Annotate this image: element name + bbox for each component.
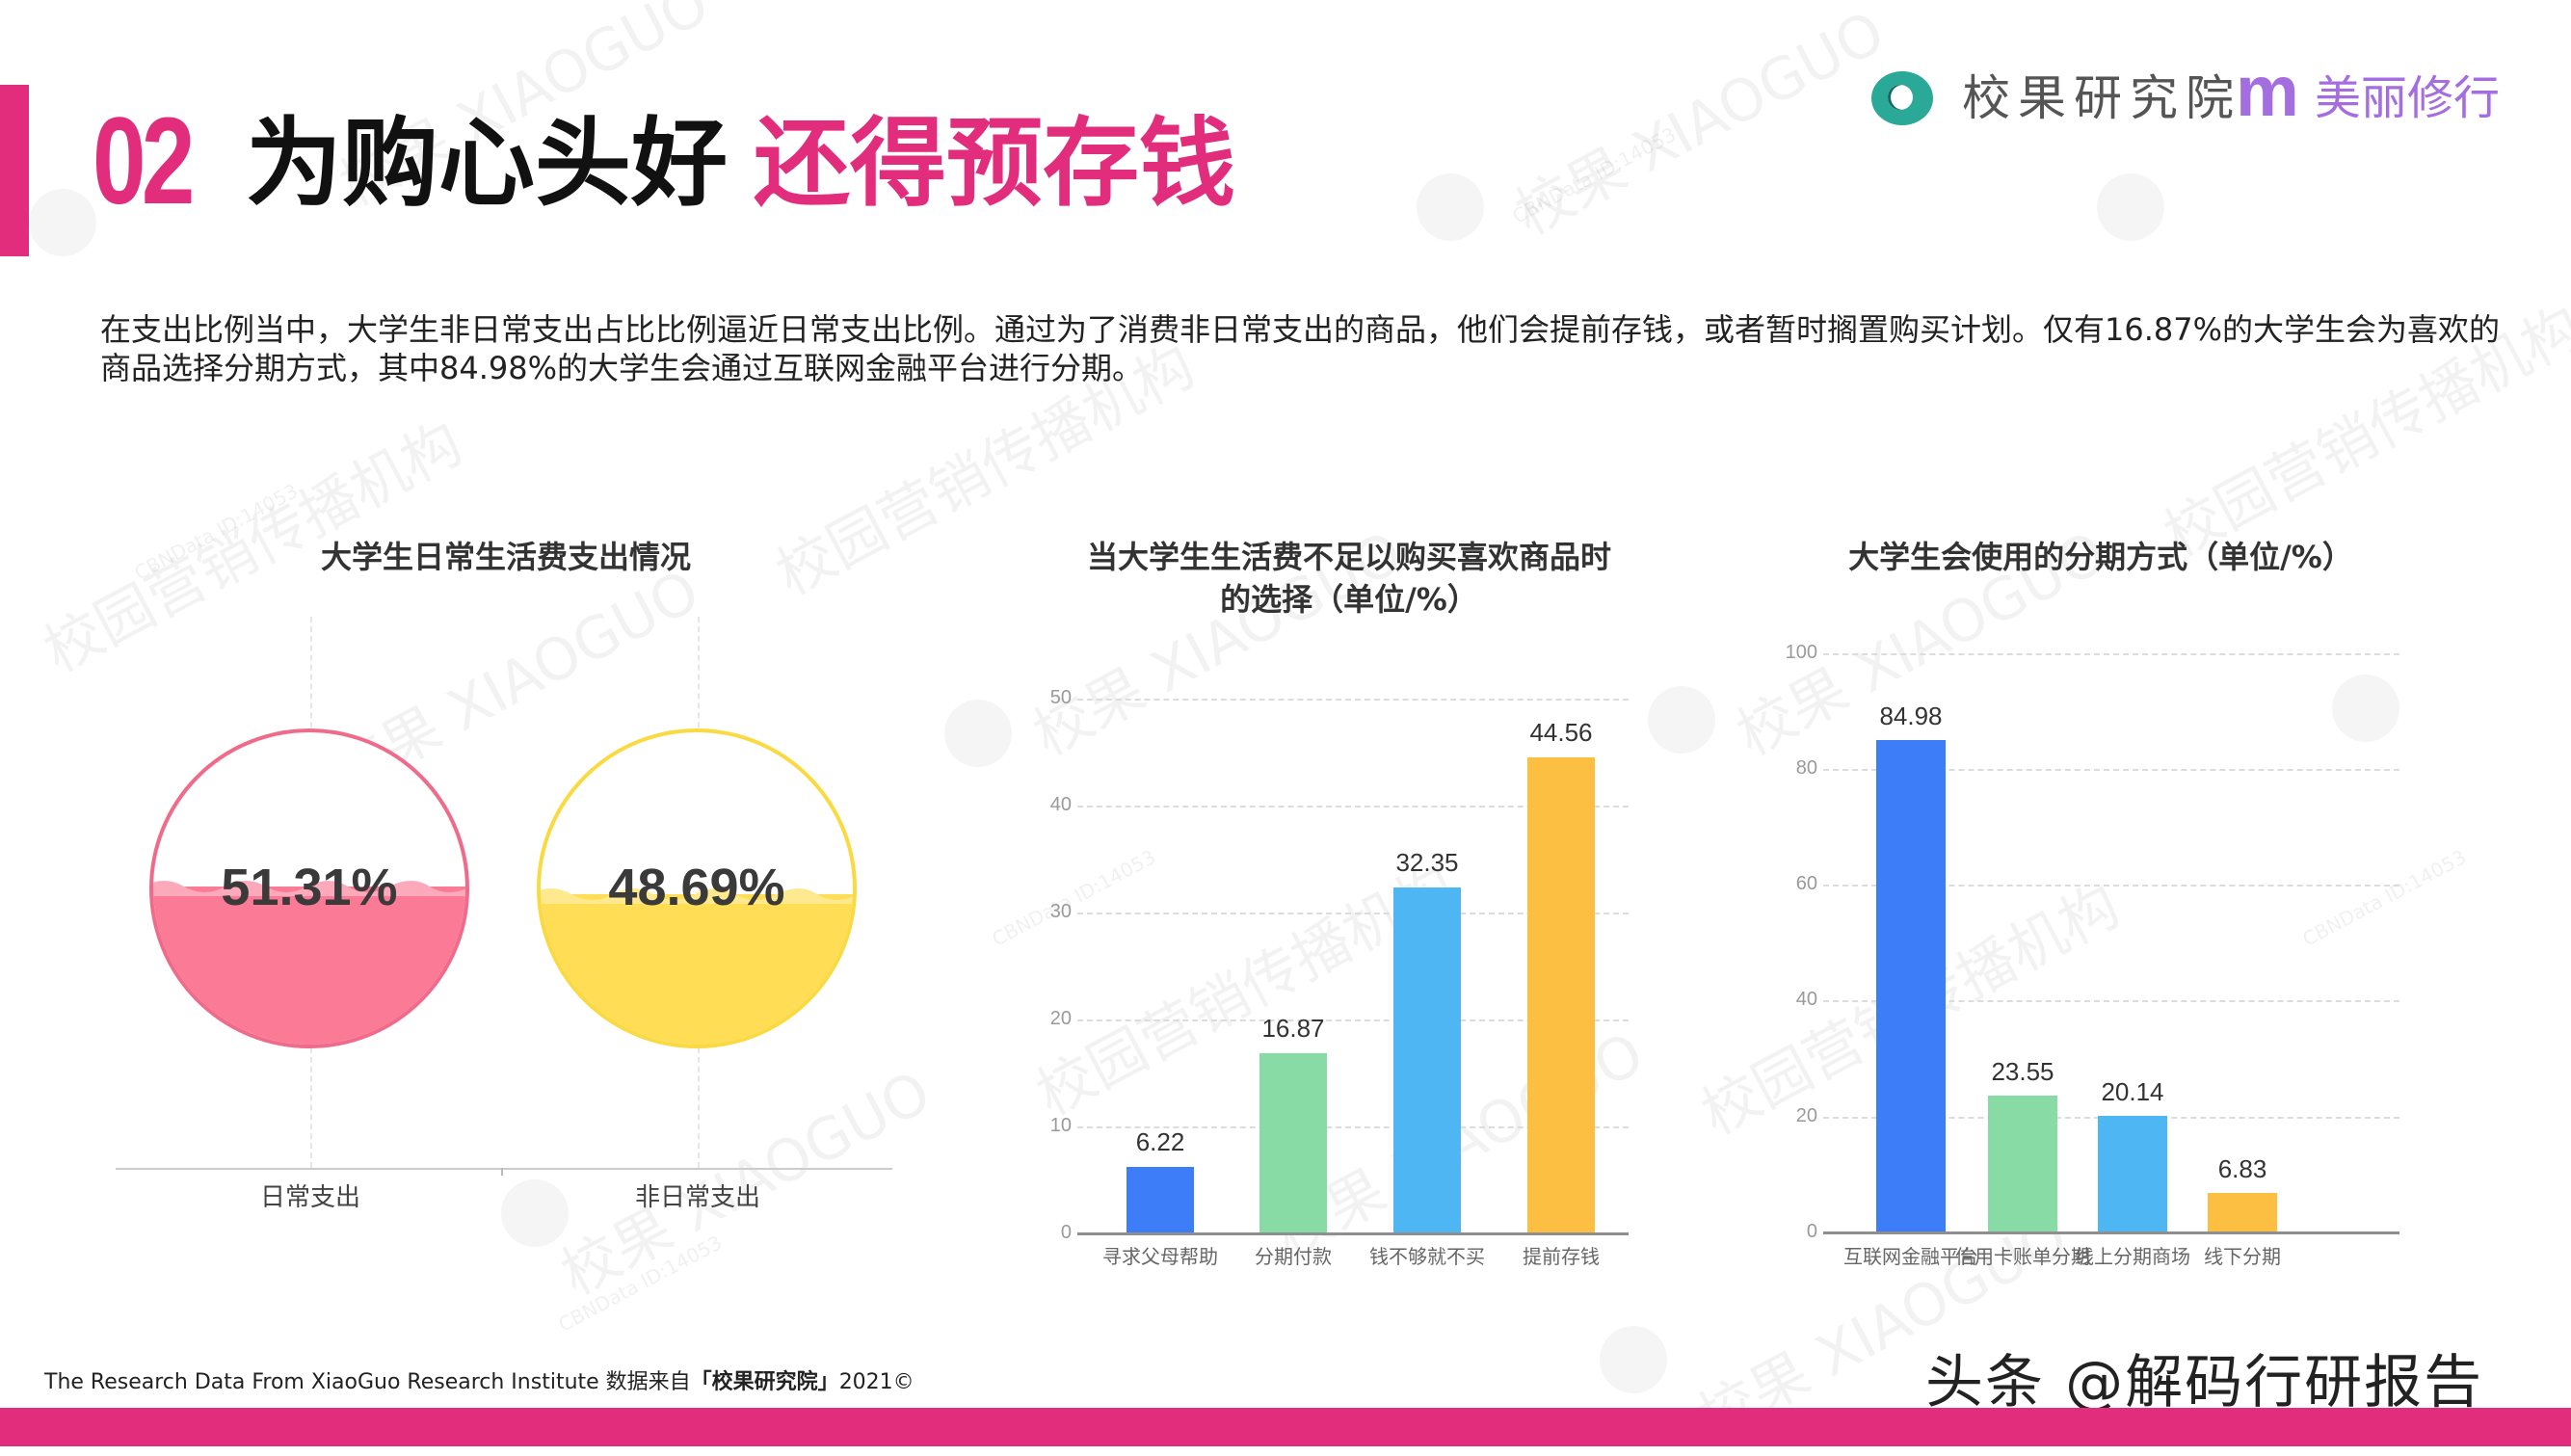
- chart2-bar: [1393, 887, 1461, 1233]
- chart2-y-tick: 10: [1049, 1115, 1072, 1136]
- chart3-y-tick: 60: [1795, 873, 1817, 894]
- chart3-gridline: [1823, 769, 2399, 771]
- chart2-value-label: 44.56: [1529, 718, 1593, 747]
- watermark-logo-icon: [1648, 686, 1715, 754]
- chart3-y-tick: 40: [1795, 989, 1817, 1010]
- liquid-gauge-daily: 51.31%: [149, 728, 469, 1048]
- chart3-value-label: 84.98: [1879, 702, 1943, 730]
- chart3-y-tick: 20: [1795, 1105, 1817, 1126]
- chart3-x-label: 线上分期商场: [2075, 1245, 2190, 1268]
- chart3-x-label: 互联网金融平台: [1843, 1245, 1978, 1268]
- chart2-gridline: [1077, 806, 1629, 807]
- section-number: 02: [93, 93, 195, 230]
- watermark-logo-icon: [501, 1179, 569, 1247]
- chart3-gridline: [1823, 653, 2399, 655]
- chart2-title-line1: 当大学生生活费不足以购买喜欢商品时: [1086, 539, 1611, 575]
- chart1-x-label: 非日常支出: [634, 1183, 760, 1212]
- platform-watermark: 头条 @解码行研报告: [1925, 1349, 2484, 1416]
- brand-logo-icon: m: [2236, 51, 2299, 131]
- chart2-bar: [1527, 757, 1595, 1233]
- chart2-x-label: 钱不够就不买: [1369, 1245, 1485, 1268]
- gauge-value-daily: 51.31%: [221, 859, 398, 916]
- watermark-logo-icon: [1417, 173, 1484, 241]
- chart1-x-label: 日常支出: [259, 1183, 360, 1212]
- chart2-title: 当大学生生活费不足以购买喜欢商品时 的选择（单位/%）: [1012, 536, 1686, 621]
- watermark-logo-icon: [2097, 173, 2164, 241]
- chart3-bar: [1988, 1096, 2057, 1232]
- chart1-title: 大学生日常生活费支出情况: [320, 539, 691, 575]
- chart3-gridline: [1823, 885, 2399, 887]
- chart3-y-tick: 0: [1806, 1221, 1817, 1242]
- chart2-gridline: [1077, 1126, 1629, 1128]
- footer-accent-bar: [0, 1408, 2571, 1446]
- watermark-logo-icon: [944, 700, 1012, 767]
- liquid-fill-daily: [153, 887, 465, 1045]
- description-text: 在支出比例当中，大学生非日常支出占比比例逼近日常支出比例。通过为了消费非日常支出…: [100, 311, 2501, 386]
- org-name: 校果研究院: [1962, 70, 2241, 126]
- chart3-x-label: 线下分期: [2204, 1245, 2281, 1268]
- chart2-y-tick: 20: [1049, 1008, 1072, 1029]
- chart2-bar: [1126, 1167, 1194, 1233]
- page-title: 为购心头好: [246, 107, 728, 220]
- chart3-value-label: 6.83: [2217, 1154, 2267, 1183]
- chart2-value-label: 32.35: [1395, 848, 1459, 877]
- chart2-gridline: [1077, 699, 1629, 701]
- chart2-x-axis: [1077, 1232, 1629, 1235]
- chart3-x-label: 信用卡账单分期: [1955, 1245, 2090, 1268]
- chart3-bar: [1876, 740, 1946, 1232]
- chart3-value-label: 20.14: [2101, 1077, 2164, 1106]
- chart2-value-label: 6.22: [1135, 1127, 1185, 1156]
- brand-name: 美丽修行: [2315, 71, 2501, 125]
- title-accent-bar: [0, 85, 29, 256]
- watermark-id: CBNData ID:14053: [1508, 122, 1681, 228]
- chart2-gridline: [1077, 1019, 1629, 1021]
- chart3-bar: [2208, 1193, 2277, 1232]
- chart2-value-label: 16.87: [1261, 1014, 1325, 1043]
- xiaoguo-logo-icon: [1871, 71, 1933, 125]
- gauge-value-nondaily: 48.69%: [608, 859, 785, 916]
- chart2-title-line2: 的选择（单位/%）: [1220, 581, 1478, 618]
- chart2-y-tick: 40: [1049, 794, 1072, 815]
- chart3-value-label: 23.55: [1991, 1057, 2054, 1086]
- chart1-x-axis: [116, 1168, 892, 1170]
- chart3-y-tick: 100: [1785, 642, 1817, 663]
- chart2-x-label: 寻求父母帮助: [1102, 1245, 1218, 1268]
- watermark-logo-icon: [2332, 675, 2399, 742]
- source-note: The Research Data From XiaoGuo Research …: [44, 1364, 914, 1395]
- watermark-logo-icon: [1600, 1326, 1667, 1393]
- chart2-y-tick: 0: [1060, 1222, 1072, 1243]
- chart2-x-label: 提前存钱: [1523, 1245, 1600, 1268]
- chart2-y-tick: 30: [1049, 901, 1072, 922]
- chart2-bar: [1259, 1053, 1327, 1233]
- page-title-highlight: 还得预存钱: [754, 107, 1235, 220]
- liquid-fill-nondaily: [541, 894, 853, 1045]
- chart2-gridline: [1077, 913, 1629, 914]
- liquid-wave: [541, 888, 853, 904]
- watermark-id: CBNData ID:14053: [554, 1231, 727, 1337]
- chart3-x-axis: [1823, 1231, 2399, 1234]
- watermark-brand: 校果 XIAOGUO: [1503, 0, 1896, 250]
- chart2-x-label: 分期付款: [1255, 1245, 1332, 1268]
- chart1-axis-tick: [501, 1168, 503, 1176]
- watermark-id: CBNData ID:14053: [2298, 845, 2471, 951]
- source-suffix: 2021©: [838, 1370, 914, 1394]
- chart3-title: 大学生会使用的分期方式（单位/%）: [1848, 539, 2353, 575]
- liquid-gauge-nondaily: 48.69%: [537, 728, 857, 1048]
- chart3-gridline: [1823, 1000, 2399, 1002]
- liquid-wave: [153, 881, 465, 896]
- watermark-id: CBNData ID:14053: [988, 845, 1160, 951]
- chart3-y-tick: 80: [1795, 757, 1817, 779]
- chart2-y-tick: 50: [1049, 687, 1072, 708]
- source-org: 「校果研究院」: [690, 1370, 839, 1394]
- chart3-bar: [2098, 1116, 2167, 1232]
- source-prefix: The Research Data From XiaoGuo Research …: [44, 1370, 691, 1394]
- watermark-logo-icon: [29, 189, 96, 256]
